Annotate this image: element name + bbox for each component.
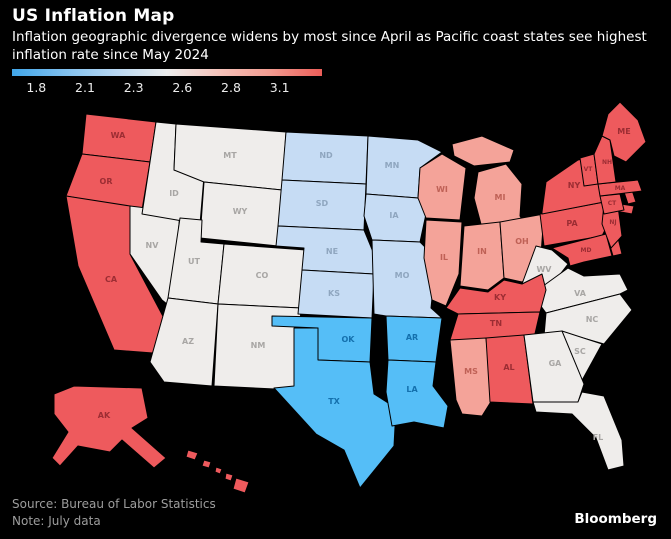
state-ND[interactable] (281, 131, 369, 185)
state-IN[interactable] (459, 221, 505, 291)
state-IA[interactable] (363, 193, 427, 243)
page-title: US Inflation Map (12, 6, 175, 26)
state-WY[interactable] (199, 181, 283, 247)
state-WA[interactable] (81, 113, 157, 163)
note-text: Note: July data (12, 514, 101, 529)
state-LA[interactable] (385, 359, 449, 429)
state-MA[interactable] (597, 179, 643, 197)
state-FL[interactable] (532, 391, 625, 471)
legend-tick: 3.1 (269, 80, 290, 95)
legend-tick: 2.1 (75, 80, 95, 95)
bloomberg-logo: Bloomberg (574, 511, 657, 527)
chart-subtitle: Inflation geographic divergence widens b… (12, 29, 647, 63)
legend-gradient-bar (12, 69, 322, 76)
state-CO[interactable] (217, 243, 307, 309)
color-legend: 1.8 2.1 2.3 2.6 2.8 3.1 (12, 69, 322, 95)
state-HI[interactable] (185, 449, 250, 494)
footer: Source: Bureau of Labor Statistics Note:… (12, 496, 216, 530)
legend-tick: 2.3 (123, 80, 144, 95)
state-WI[interactable] (417, 153, 467, 221)
source-text: Source: Bureau of Labor Statistics (12, 497, 216, 512)
state-AK[interactable] (51, 385, 167, 469)
legend-tick: 2.8 (221, 80, 241, 95)
state-CT[interactable] (599, 193, 625, 215)
state-KS[interactable] (297, 269, 375, 319)
state-AZ[interactable] (149, 297, 219, 387)
legend-tick: 2.6 (172, 80, 193, 95)
state-AR[interactable] (385, 315, 443, 363)
state-AL[interactable] (485, 334, 534, 405)
state-IL[interactable] (423, 219, 463, 307)
state-TX[interactable] (273, 327, 397, 489)
state-GA[interactable] (523, 330, 585, 403)
state-SD[interactable] (277, 179, 367, 231)
legend-tick: 1.8 (26, 80, 47, 95)
state-ME[interactable] (601, 101, 647, 163)
legend-tick-labels: 1.8 2.1 2.3 2.6 2.8 3.1 (12, 80, 304, 95)
state-MS[interactable] (449, 337, 493, 417)
state-NH[interactable] (593, 135, 617, 185)
